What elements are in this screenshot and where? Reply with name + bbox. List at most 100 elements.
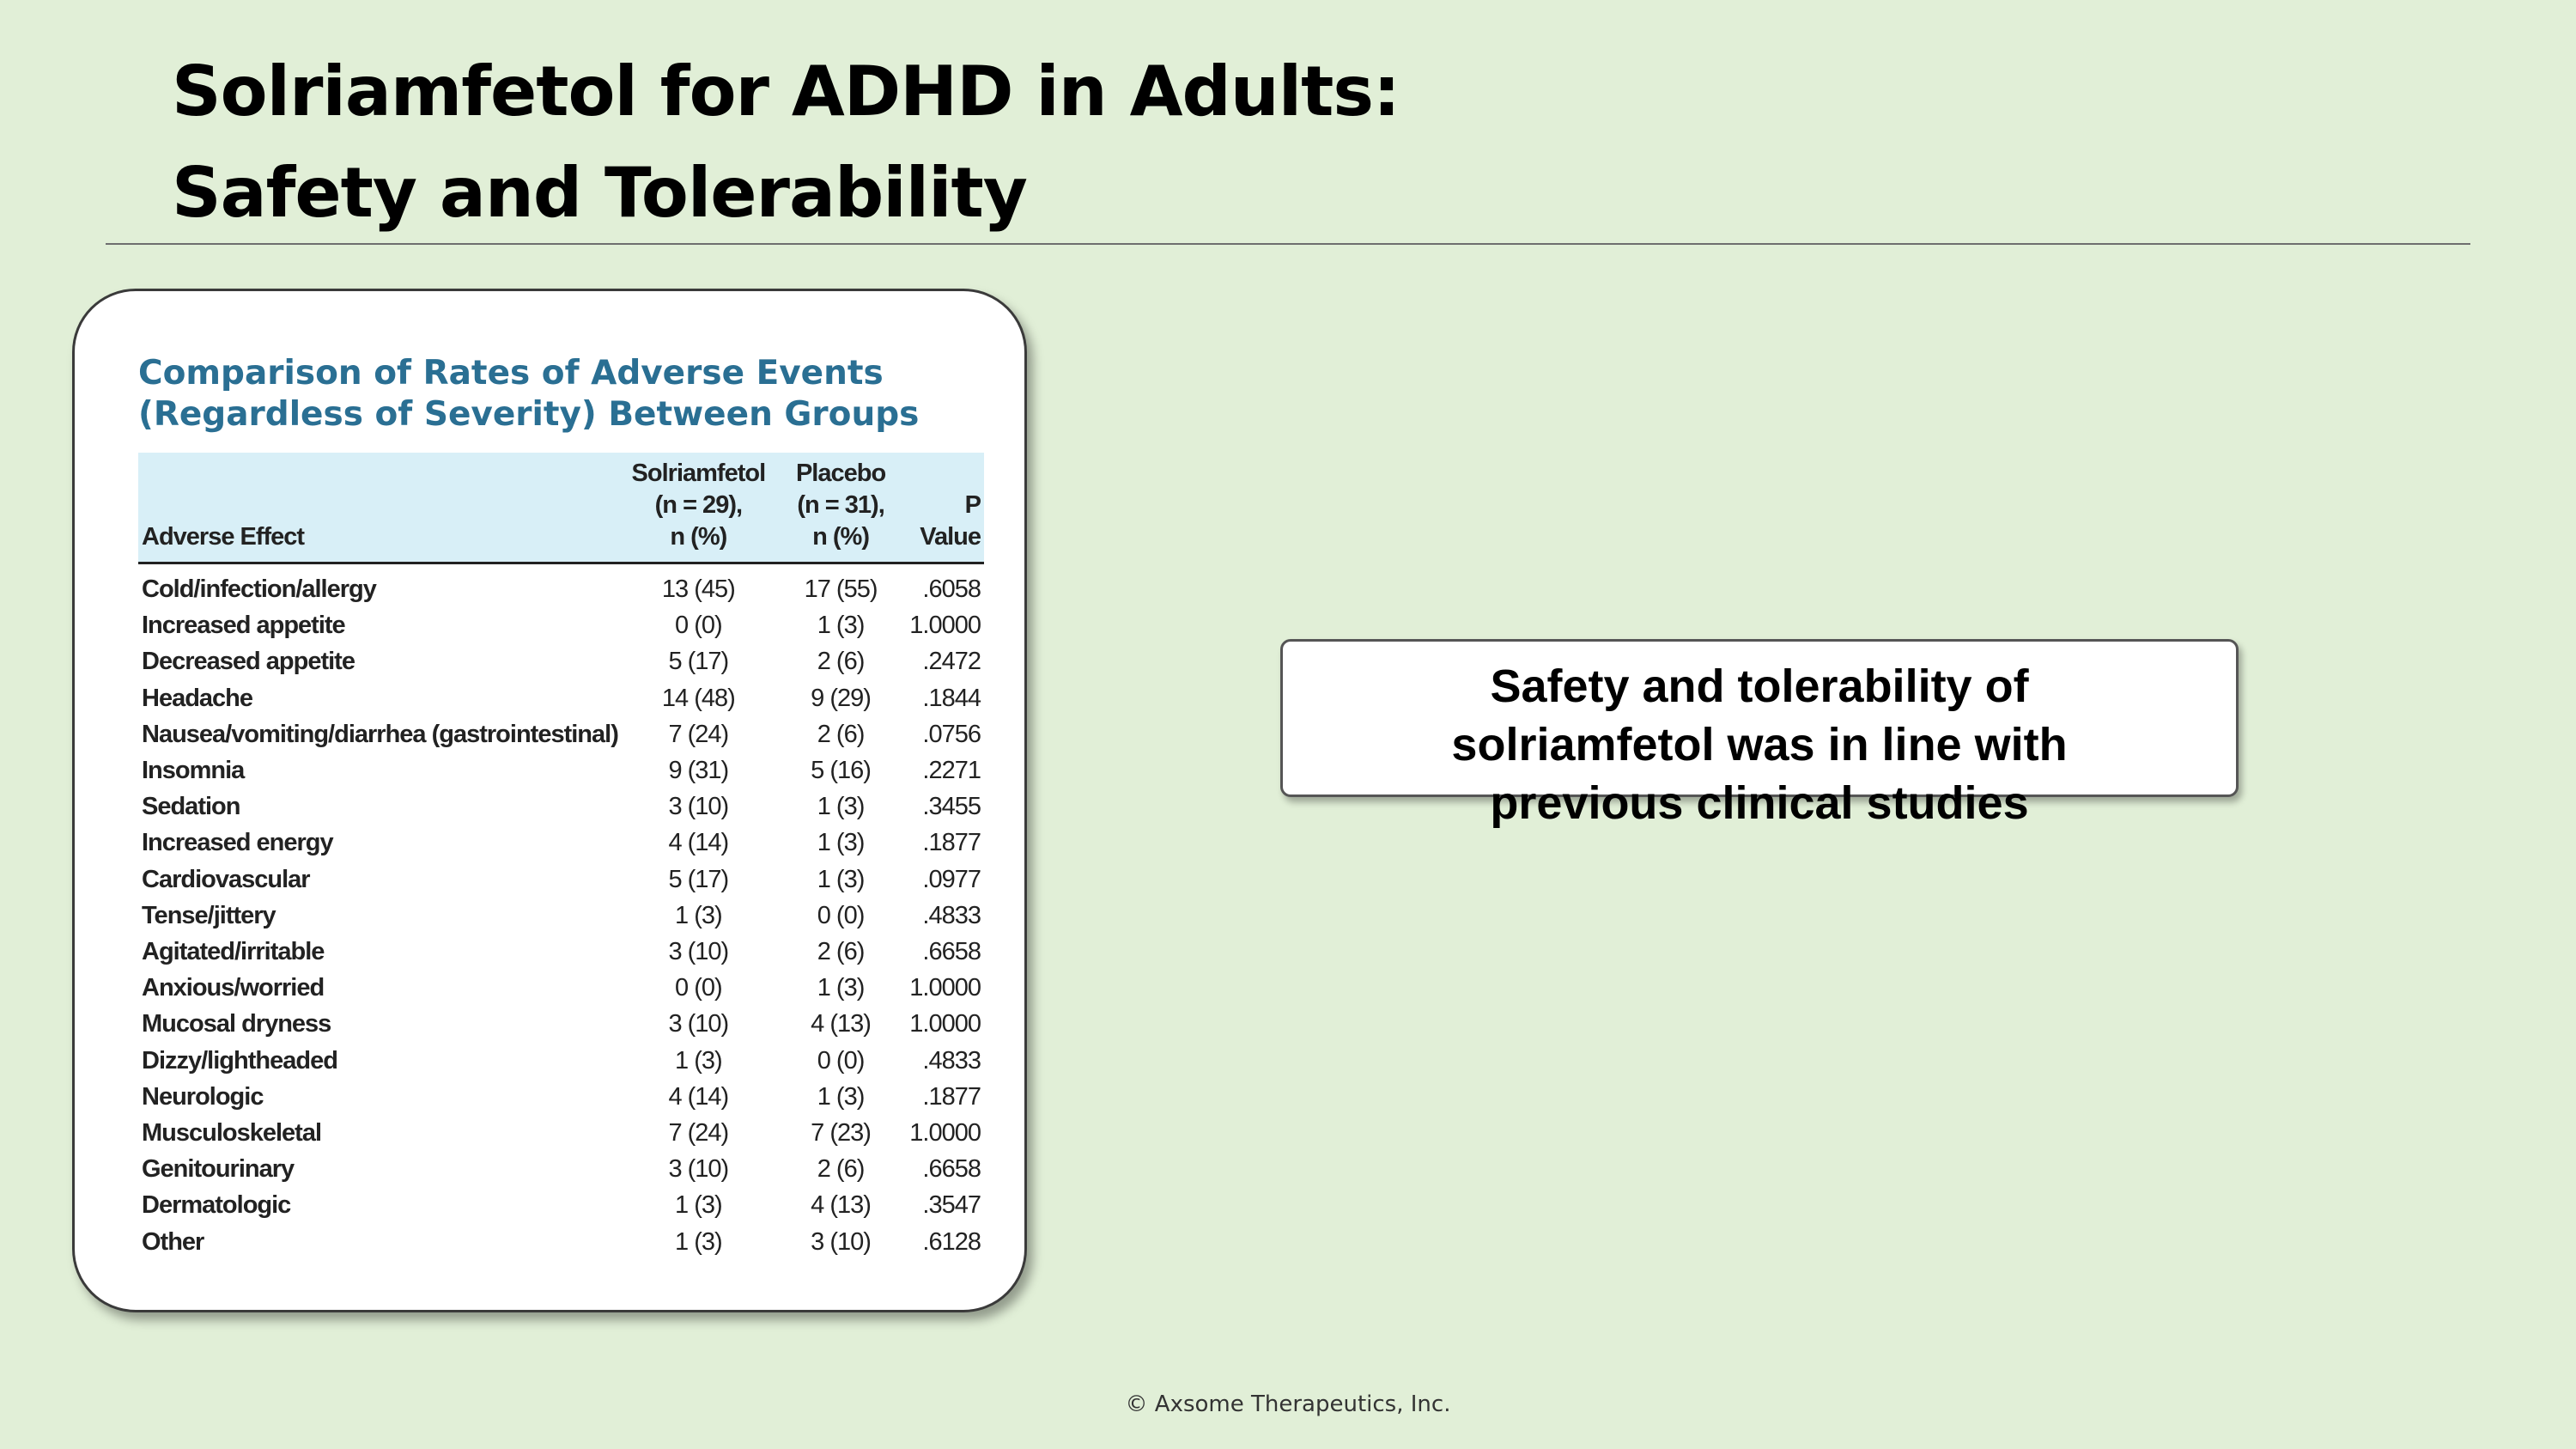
header-placebo-line2: (n = 31),	[797, 491, 884, 519]
slide-title-line1: Solriamfetol for ADHD in Adults:	[172, 52, 1400, 131]
cell-p-value: .2472	[922, 648, 981, 676]
cell-placebo: 0 (0)	[817, 1046, 866, 1075]
cell-adverse-effect: Cardiovascular	[142, 865, 311, 893]
title-divider	[106, 243, 2470, 245]
table-row: Nausea/vomiting/diarrhea (gastrointestin…	[138, 716, 984, 752]
cell-p-value: .6658	[922, 1155, 981, 1184]
table-row: Insomnia 9 (31) 5 (16) .2271	[138, 752, 984, 788]
cell-placebo: 0 (0)	[817, 901, 866, 929]
cell-solriamfetol: 7 (24)	[668, 1119, 729, 1148]
cell-solriamfetol: 0 (0)	[675, 974, 723, 1002]
cell-p-value: .3455	[922, 793, 981, 821]
table-title-line1: Comparison of Rates of Adverse Events	[138, 354, 884, 393]
table-row: Tense/jittery 1 (3) 0 (0) .4833	[138, 898, 984, 934]
cell-solriamfetol: 13 (45)	[661, 575, 736, 603]
cell-p-value: .2271	[922, 757, 981, 785]
table-row: Genitourinary 3 (10) 2 (6) .6658	[138, 1151, 984, 1187]
cell-solriamfetol: 3 (10)	[668, 1010, 729, 1038]
table-row: Cardiovascular 5 (17) 1 (3) .0977	[138, 861, 984, 898]
header-placebo-line3: n (%)	[812, 523, 870, 551]
table-title-line2: (Regardless of Severity) Between Groups	[138, 395, 920, 434]
cell-placebo: 9 (29)	[811, 684, 872, 712]
cell-placebo: 4 (13)	[811, 1010, 872, 1038]
cell-p-value: .4833	[922, 901, 981, 929]
table-title: Comparison of Rates of Adverse Events (R…	[138, 353, 919, 435]
cell-solriamfetol: 5 (17)	[668, 865, 729, 893]
cell-p-value: .1877	[922, 829, 981, 857]
cell-p-value: .4833	[922, 1046, 981, 1075]
slide-title-line2: Safety and Tolerability	[172, 153, 1028, 233]
table-row: Agitated/irritable 3 (10) 2 (6) .6658	[138, 934, 984, 970]
cell-solriamfetol: 3 (10)	[668, 793, 729, 821]
cell-placebo: 2 (6)	[817, 648, 866, 676]
cell-p-value: .6128	[922, 1227, 981, 1256]
table-row: Dermatologic 1 (3) 4 (13) .3547	[138, 1187, 984, 1223]
cell-p-value: .0756	[922, 720, 981, 748]
table-row: Mucosal dryness 3 (10) 4 (13) 1.0000	[138, 1006, 984, 1042]
table-row: Decreased appetite 5 (17) 2 (6) .2472	[138, 643, 984, 679]
cell-p-value: .6658	[922, 938, 981, 966]
cell-p-value: .3547	[922, 1191, 981, 1220]
cell-p-value: .0977	[922, 865, 981, 893]
header-solriamfetol-line1: Solriamfetol	[631, 460, 767, 487]
header-placebo: Placebo (n = 31), n (%)	[775, 453, 907, 564]
cell-placebo: 4 (13)	[811, 1191, 872, 1220]
cell-adverse-effect: Other	[142, 1227, 204, 1256]
cell-adverse-effect: Musculoskeletal	[142, 1119, 322, 1148]
cell-solriamfetol: 1 (3)	[675, 1191, 723, 1220]
cell-adverse-effect: Cold/infection/allergy	[142, 575, 377, 603]
callout-box	[1280, 639, 2239, 797]
cell-solriamfetol: 4 (14)	[668, 829, 729, 857]
cell-p-value: 1.0000	[909, 974, 981, 1002]
cell-adverse-effect: Dizzy/lightheaded	[142, 1046, 338, 1075]
adverse-events-card: Comparison of Rates of Adverse Events (R…	[72, 289, 1027, 1312]
cell-solriamfetol: 3 (10)	[668, 1155, 729, 1184]
cell-solriamfetol: 3 (10)	[668, 938, 729, 966]
cell-adverse-effect: Dermatologic	[142, 1191, 291, 1220]
cell-solriamfetol: 1 (3)	[675, 901, 723, 929]
table-row: Increased energy 4 (14) 1 (3) .1877	[138, 825, 984, 861]
cell-p-value: .1844	[922, 684, 981, 712]
header-solriamfetol: Solriamfetol (n = 29), n (%)	[621, 453, 775, 564]
cell-adverse-effect: Mucosal dryness	[142, 1010, 331, 1038]
cell-adverse-effect: Anxious/worried	[142, 974, 325, 1002]
adverse-events-table: Adverse Effect Solriamfetol (n = 29), n …	[138, 453, 984, 1260]
table-row: Neurologic 4 (14) 1 (3) .1877	[138, 1079, 984, 1115]
table-row: Increased appetite 0 (0) 1 (3) 1.0000	[138, 607, 984, 643]
cell-placebo: 7 (23)	[811, 1119, 872, 1148]
header-solriamfetol-line3: n (%)	[670, 523, 727, 551]
callout-line2: solriamfetol was in line with	[1451, 719, 2068, 770]
header-solriamfetol-line2: (n = 29),	[654, 491, 743, 519]
cell-solriamfetol: 4 (14)	[668, 1082, 729, 1111]
cell-placebo: 3 (10)	[811, 1227, 872, 1256]
callout-text: Safety and tolerability of solriamfetol …	[1280, 657, 2239, 832]
table-header-row: Adverse Effect Solriamfetol (n = 29), n …	[138, 453, 984, 564]
cell-p-value: 1.0000	[909, 1119, 981, 1148]
header-adverse-effect: Adverse Effect	[138, 453, 622, 564]
cell-adverse-effect: Genitourinary	[142, 1155, 295, 1184]
cell-solriamfetol: 1 (3)	[675, 1046, 723, 1075]
slide-title: Solriamfetol for ADHD in Adults: Safety …	[172, 41, 1400, 244]
table-body: Cold/infection/allergy 13 (45) 17 (55) .605…	[138, 563, 984, 1260]
cell-adverse-effect: Neurologic	[142, 1082, 264, 1111]
cell-p-value: .1877	[922, 1082, 981, 1111]
copyright-footer: © Axsome Therapeutics, Inc.	[1125, 1391, 1451, 1417]
table-row: Sedation 3 (10) 1 (3) .3455	[138, 788, 984, 825]
cell-adverse-effect: Decreased appetite	[142, 648, 355, 676]
cell-placebo: 1 (3)	[817, 612, 866, 640]
header-placebo-line1: Placebo	[795, 460, 886, 487]
callout-line3: previous clinical studies	[1490, 777, 2029, 829]
cell-solriamfetol: 7 (24)	[668, 720, 729, 748]
cell-placebo: 2 (6)	[817, 938, 866, 966]
header-p-value: P Value	[906, 453, 984, 564]
table-row: Dizzy/lightheaded 1 (3) 0 (0) .4833	[138, 1043, 984, 1079]
cell-solriamfetol: 0 (0)	[675, 612, 723, 640]
cell-p-value: 1.0000	[909, 1010, 981, 1038]
table-row: Headache 14 (48) 9 (29) .1844	[138, 680, 984, 716]
cell-adverse-effect: Agitated/irritable	[142, 938, 325, 966]
cell-adverse-effect: Insomnia	[142, 757, 245, 785]
cell-placebo: 5 (16)	[811, 757, 872, 785]
cell-placebo: 2 (6)	[817, 1155, 866, 1184]
cell-placebo: 1 (3)	[817, 793, 866, 821]
cell-adverse-effect: Nausea/vomiting/diarrhea (gastrointestin…	[142, 720, 619, 748]
